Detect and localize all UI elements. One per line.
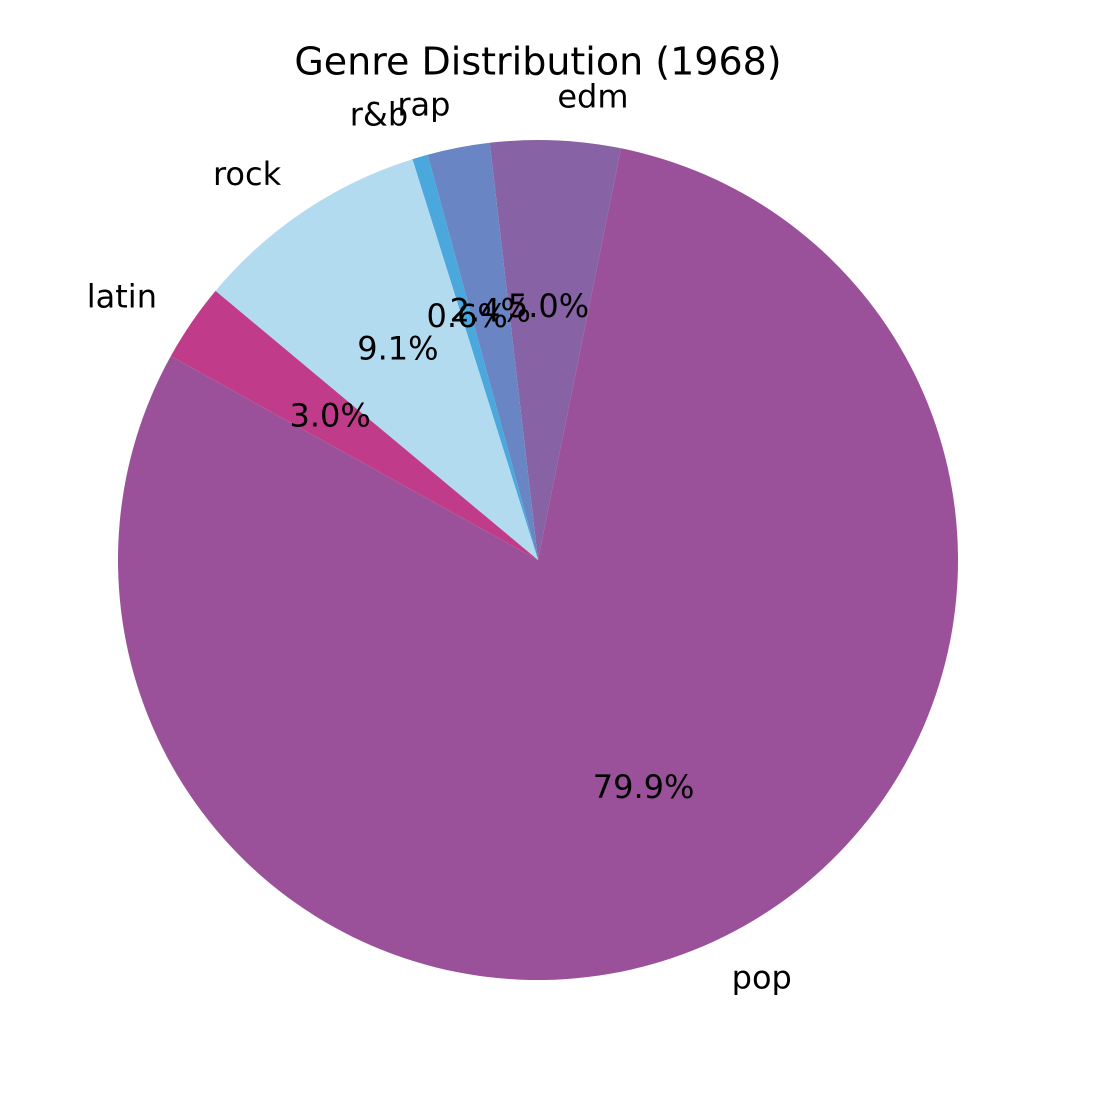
percent-label: 0.6% [427, 297, 508, 335]
slice-label: edm [557, 77, 628, 115]
slice-label: rock [213, 155, 282, 193]
slice-label: rap [397, 85, 450, 123]
slice-label: pop [732, 958, 792, 996]
pie-wedge [215, 159, 539, 560]
percent-label: 9.1% [357, 330, 438, 368]
percent-label: 2.4% [450, 292, 531, 330]
chart-title: Genre Distribution (1968) [294, 40, 781, 84]
pie-wedge [170, 290, 538, 560]
pie-wedge [427, 142, 538, 560]
percent-label: 5.0% [508, 287, 589, 325]
slice-label: latin [87, 278, 157, 316]
percent-label: 3.0% [290, 396, 371, 434]
pie-wedge [117, 148, 958, 980]
pie-wedge [489, 139, 622, 560]
pie-wedge [412, 154, 538, 560]
slice-label: r&b [350, 96, 408, 134]
percent-label: 79.9% [593, 768, 695, 806]
